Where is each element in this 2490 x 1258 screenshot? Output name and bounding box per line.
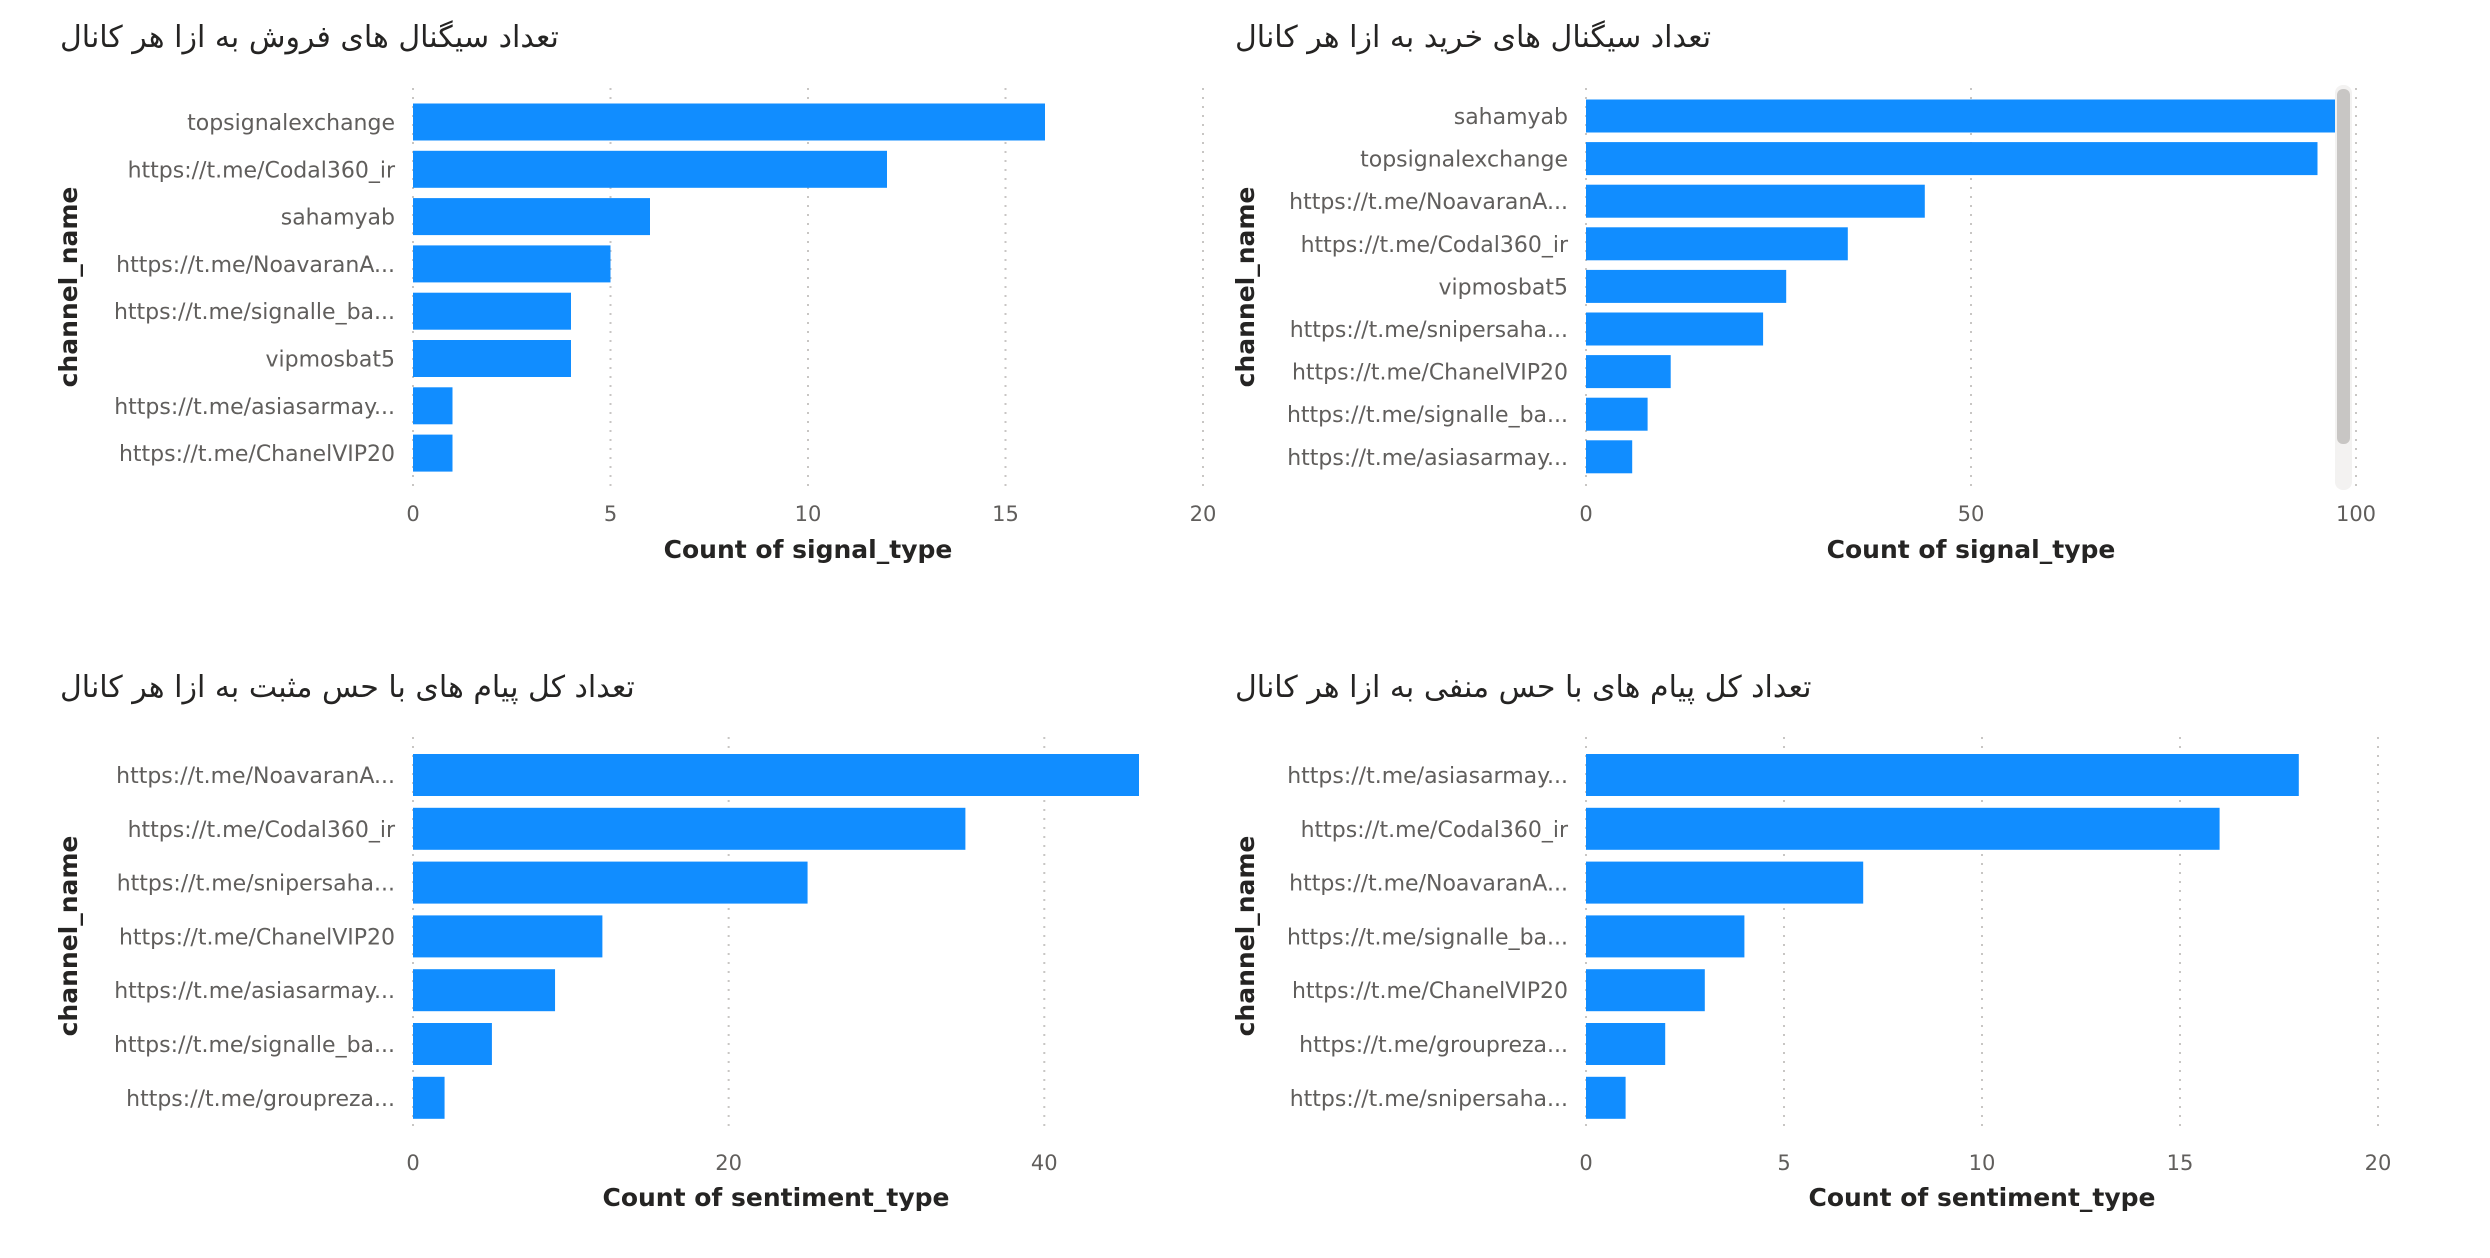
y-axis-title: channel_name [1231,836,1260,1037]
category-label: https://t.me/snipersaha... [117,872,395,897]
bar[interactable] [1586,99,2341,133]
category-label: https://t.me/ChanelVIP20 [119,442,395,467]
chart-panel-3: تعداد کل پیام های با حس مثبت به ازا هر ک… [54,670,1139,1212]
chart-panel-2: تعداد سیگنال های خرید به ازا هر کانال 0 50… [1231,20,2376,564]
x-tick-label: 50 [1958,502,1985,526]
bar[interactable] [1586,227,1848,261]
x-axis-title: Count of signal_type [664,535,953,564]
category-label: https://t.me/asiasarmay... [114,395,395,420]
x-tick-label: 15 [2167,1151,2194,1175]
bar[interactable] [413,754,1139,796]
bar[interactable] [413,150,887,188]
x-tick-label: 10 [795,502,822,526]
x-tick-label: 20 [2365,1151,2392,1175]
bar[interactable] [413,103,1045,141]
bar[interactable] [1586,807,2220,850]
category-label: https://t.me/signalle_ba... [114,300,395,325]
x-tick-label: 0 [406,502,419,526]
x-tick-label: 10 [1969,1151,1996,1175]
x-axis-title: Count of sentiment_type [602,1183,949,1212]
bar[interactable] [413,861,808,904]
bar[interactable] [1586,969,1705,1012]
category-label: https://t.me/ChanelVIP20 [1292,979,1568,1004]
bar[interactable] [413,969,556,1012]
bar[interactable] [1586,915,1745,958]
category-label: https://t.me/ChanelVIP20 [1292,361,1568,386]
category-label: https://t.me/NoavaranA... [116,253,395,278]
category-label: vipmosbat5 [265,348,395,373]
category-label: sahamyab [281,206,395,231]
category-label: https://t.me/groupreza... [1299,1033,1568,1058]
category-label: https://t.me/groupreza... [126,1087,395,1112]
category-label: https://t.me/asiasarmay... [1287,446,1568,471]
bar[interactable] [1586,440,1633,474]
bar[interactable] [1586,1076,1626,1119]
bar[interactable] [1586,184,1925,218]
category-label: https://t.me/asiasarmay... [1287,764,1568,789]
bar[interactable] [1586,142,2318,176]
chart-panel-4: تعداد کل پیام های با حس منفی به ازا هر ک… [1231,670,2391,1212]
x-tick-label: 20 [1190,502,1217,526]
bar[interactable] [413,245,611,283]
bar[interactable] [413,807,966,850]
category-label: topsignalexchange [187,111,395,136]
chart-title: تعداد سیگنال های خرید به ازا هر کانال [1235,20,1711,55]
chart-title: تعداد کل پیام های با حس مثبت به ازا هر ک… [60,670,635,705]
chart-title: تعداد کل پیام های با حس منفی به ازا هر ک… [1235,670,1811,705]
bar[interactable] [1586,754,2299,796]
x-tick-label: 100 [2336,502,2376,526]
bar[interactable] [413,434,453,472]
category-label: https://t.me/snipersaha... [1290,318,1568,343]
x-tick-label: 40 [1031,1151,1058,1175]
y-axis-title: channel_name [1231,187,1260,388]
category-label: topsignalexchange [1360,148,1568,173]
bar[interactable] [413,387,453,425]
category-label: https://t.me/Codal360_ir [128,818,396,843]
chart-title: تعداد سیگنال های فروش به ازا هر کانال [60,20,559,55]
category-label: https://t.me/signalle_ba... [1287,925,1568,950]
category-label: https://t.me/signalle_ba... [1287,403,1568,428]
bar[interactable] [1586,397,1648,431]
category-label: https://t.me/ChanelVIP20 [119,925,395,950]
y-axis-title: channel_name [54,187,83,388]
x-tick-label: 5 [1777,1151,1790,1175]
bar[interactable] [1586,312,1764,346]
category-label: https://t.me/NoavaranA... [1289,190,1568,215]
bar[interactable] [413,915,603,958]
bar[interactable] [1586,1023,1666,1065]
x-axis-title: Count of sentiment_type [1808,1183,2155,1212]
bar[interactable] [413,198,650,236]
category-label: https://t.me/NoavaranA... [1289,872,1568,897]
category-label: https://t.me/Codal360_ir [1301,818,1569,843]
bar[interactable] [413,292,571,330]
category-label: https://t.me/snipersaha... [1290,1087,1568,1112]
x-tick-label: 0 [1579,1151,1592,1175]
bar[interactable] [1586,861,1864,904]
category-label: vipmosbat5 [1438,275,1568,300]
category-label: https://t.me/signalle_ba... [114,1033,395,1058]
chart-panel-1: تعداد سیگنال های فروش به ازا هر کانال 0 5 1… [54,20,1216,564]
scrollbar-thumb[interactable] [2337,89,2350,444]
category-label: https://t.me/NoavaranA... [116,764,395,789]
x-tick-label: 0 [406,1151,419,1175]
x-tick-label: 20 [715,1151,742,1175]
x-axis-title: Count of signal_type [1827,535,2116,564]
bar[interactable] [1586,269,1787,303]
bar[interactable] [413,1023,492,1065]
category-label: https://t.me/Codal360_ir [1301,233,1569,258]
bar[interactable] [413,340,571,377]
x-tick-label: 0 [1579,502,1592,526]
category-label: sahamyab [1454,105,1568,130]
bar[interactable] [1586,355,1671,389]
category-label: https://t.me/Codal360_ir [128,158,396,183]
bar[interactable] [413,1076,445,1119]
x-tick-label: 15 [992,502,1019,526]
y-axis-title: channel_name [54,836,83,1037]
x-tick-label: 5 [604,502,617,526]
category-label: https://t.me/asiasarmay... [114,979,395,1004]
